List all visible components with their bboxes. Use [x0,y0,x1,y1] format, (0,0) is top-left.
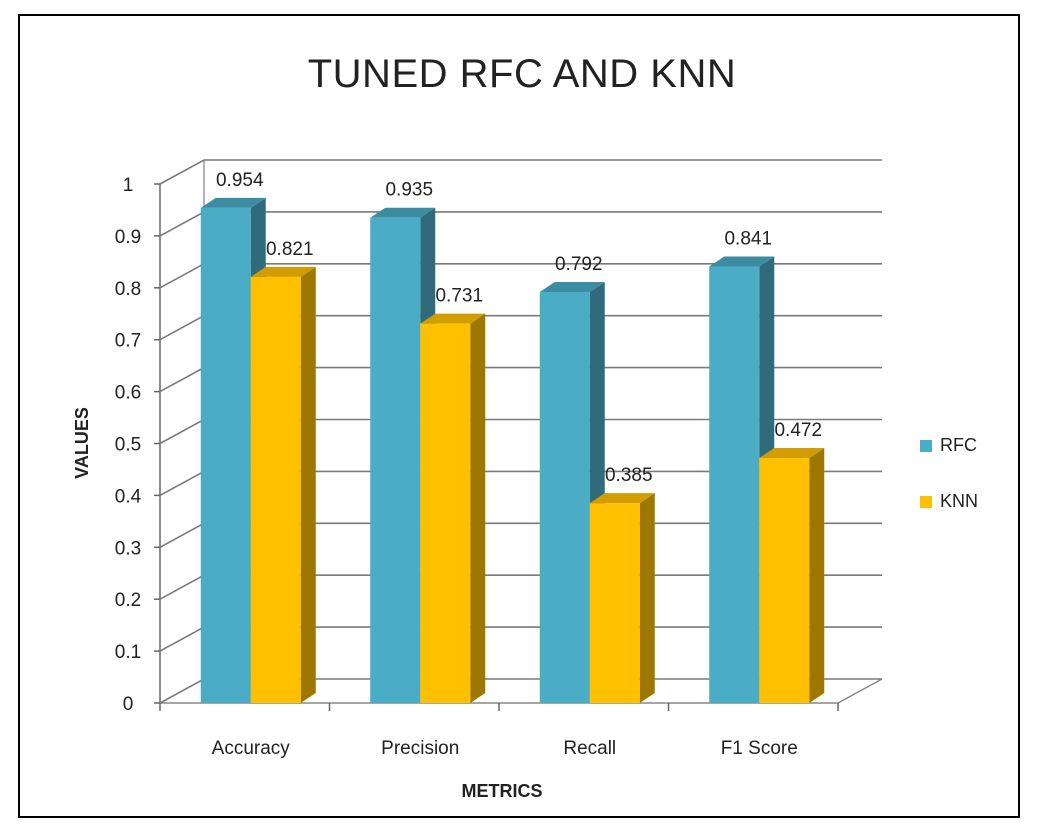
bar-front [200,207,251,703]
legend-swatch [920,496,932,508]
data-label: 0.841 [724,229,772,250]
bars [200,197,825,704]
data-label: 0.472 [774,420,822,441]
bar-top [709,256,775,267]
y-tick-label: 0.5 [115,435,141,456]
bar-rfc-f1-score [709,256,775,703]
y-tick-label: 0.4 [115,486,142,507]
data-label: 0.385 [605,465,653,486]
bar-top [759,448,825,459]
y-tick-label: 0.2 [115,590,141,611]
bar-side [809,448,825,703]
bar-top [420,313,486,324]
y-tick-label: 0.7 [115,331,141,352]
y-tick-label: 0.6 [115,383,141,404]
bar-top [250,266,316,277]
x-category-label: Accuracy [212,738,291,759]
x-axis-categories: Accuracy Precision Recall F1 Score [159,703,839,759]
y-tick-label: 0.8 [115,279,141,300]
x-category-label: Precision [381,738,459,759]
bar-side [639,493,655,703]
y-tick-label: 0 [123,694,134,715]
y-tick-label: 0.3 [115,538,141,559]
bar-knn-accuracy [250,266,316,703]
bar-side [300,266,316,703]
bar-top [370,207,436,218]
bar-top [589,493,655,504]
bar-top [539,281,605,292]
legend-item-rfc: RFC [920,435,977,455]
y-tick-label: 0.1 [115,642,141,663]
x-axis-title: METRICS [462,781,543,801]
data-label: 0.935 [385,180,433,201]
bar-knn-recall [589,493,655,703]
legend-label: KNN [940,491,978,511]
bar-front [589,503,640,703]
bar-top [200,197,266,208]
bar-knn-f1-score [759,448,825,703]
chart-title: TUNED RFC AND KNN [308,52,737,96]
y-axis-ticks: 0 0.1 0.2 0.3 0.4 0.5 0.6 0.7 0.8 0.9 1 [115,175,160,715]
legend-item-knn: KNN [920,491,978,511]
data-label: 0.954 [216,170,264,191]
gridline [159,159,882,185]
bar-knn-precision [420,313,486,703]
bar-front [759,458,810,703]
data-labels: 0.954 0.821 0.935 0.731 0.792 0.385 0.841 0.472 [216,170,822,486]
y-tick-label: 1 [123,175,134,196]
chart-frame [18,14,1020,818]
bar-front [709,266,760,703]
x-category-label: F1 Score [721,738,798,759]
legend-swatch [920,440,932,452]
bar-front [420,323,471,703]
bar-front [539,291,590,703]
legend: RFC KNN [920,435,978,511]
legend-label: RFC [940,435,977,455]
bar-front [370,217,421,704]
bar-front [250,276,301,703]
bar-side [470,313,486,703]
data-label: 0.821 [266,239,314,260]
y-tick-label: 0.9 [115,227,141,248]
gridline [159,211,882,237]
x-category-label: Recall [563,738,616,759]
data-label: 0.731 [435,286,483,307]
y-axis-title: VALUES [72,407,92,479]
data-label: 0.792 [555,254,603,275]
